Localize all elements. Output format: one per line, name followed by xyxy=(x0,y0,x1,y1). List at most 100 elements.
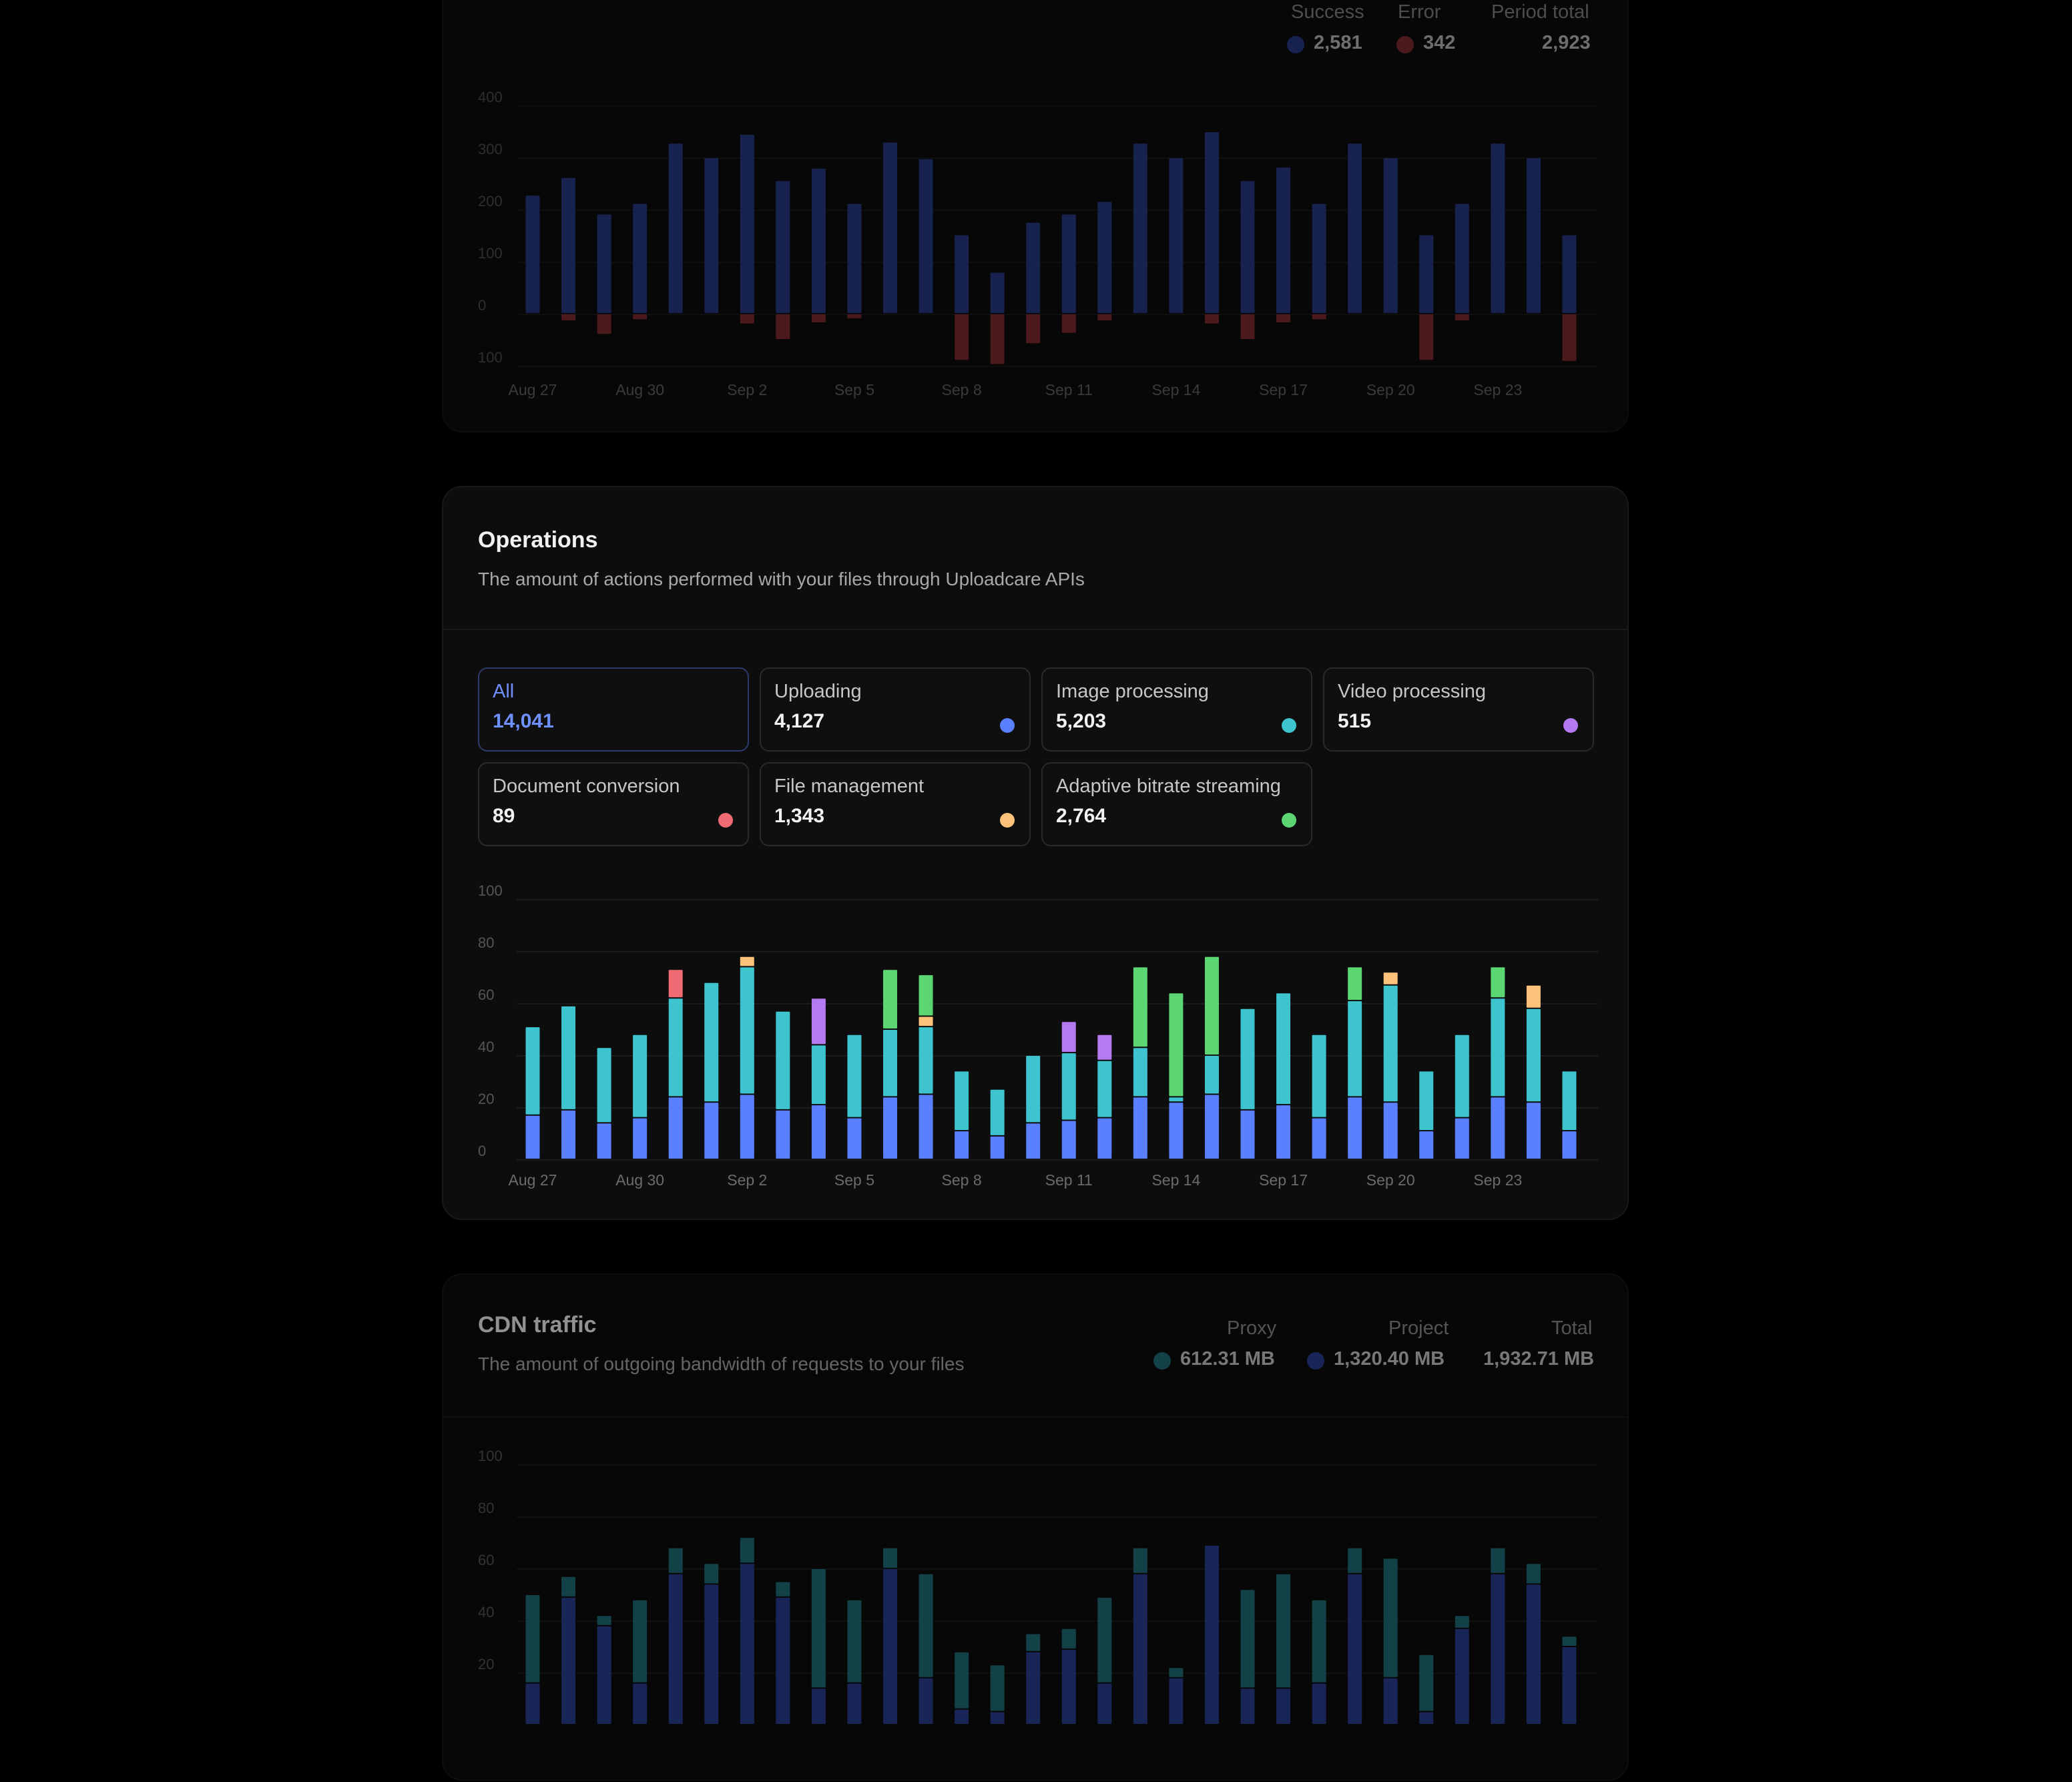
bar-project[interactable] xyxy=(1133,1574,1147,1724)
bar-success[interactable] xyxy=(776,181,790,313)
bar-uploading[interactable] xyxy=(883,1097,897,1159)
bar-proxy[interactable] xyxy=(1491,1548,1505,1573)
bar-uploading[interactable] xyxy=(1097,1118,1112,1159)
bar-success[interactable] xyxy=(1133,143,1147,313)
bar-uploading[interactable] xyxy=(1491,1097,1505,1159)
bar-image-processing[interactable] xyxy=(776,1011,790,1109)
bar-image-processing[interactable] xyxy=(633,1034,648,1117)
bar-image-processing[interactable] xyxy=(955,1071,969,1131)
bar-error[interactable] xyxy=(1061,314,1076,333)
tile-uploading[interactable]: Uploading 4,127 xyxy=(760,667,1031,752)
bar-image-processing[interactable] xyxy=(1097,1061,1112,1117)
tile-document-conversion[interactable]: Document conversion 89 xyxy=(478,762,749,846)
bar-success[interactable] xyxy=(990,272,1005,313)
bar-success[interactable] xyxy=(1526,158,1541,313)
bar-project[interactable] xyxy=(1455,1628,1469,1724)
bar-proxy[interactable] xyxy=(919,1574,933,1677)
bar-project[interactable] xyxy=(1169,1678,1184,1724)
bar-success[interactable] xyxy=(1169,158,1184,313)
bar-image-processing[interactable] xyxy=(597,1048,611,1123)
bar-project[interactable] xyxy=(1240,1689,1255,1724)
bar-error[interactable] xyxy=(990,314,1005,364)
bar-proxy[interactable] xyxy=(1240,1590,1255,1688)
bar-success[interactable] xyxy=(668,143,683,313)
bar-error[interactable] xyxy=(1312,314,1326,320)
bar-error[interactable] xyxy=(1097,314,1112,320)
bar-uploading[interactable] xyxy=(525,1115,540,1159)
bar-success[interactable] xyxy=(1491,143,1505,313)
bar-project[interactable] xyxy=(525,1683,540,1724)
bar-image-processing[interactable] xyxy=(740,967,754,1094)
tile-adaptive-bitrate-streaming[interactable]: Adaptive bitrate streaming 2,764 xyxy=(1041,762,1312,846)
bar-success[interactable] xyxy=(525,196,540,313)
bar-error[interactable] xyxy=(1562,314,1577,361)
bar-proxy[interactable] xyxy=(1169,1668,1184,1677)
bar-uploading[interactable] xyxy=(1026,1123,1041,1159)
bar-project[interactable] xyxy=(1061,1649,1076,1724)
bar-proxy[interactable] xyxy=(1133,1548,1147,1573)
bar-proxy[interactable] xyxy=(776,1582,790,1596)
bar-project[interactable] xyxy=(1419,1712,1434,1725)
bar-proxy[interactable] xyxy=(525,1595,540,1683)
bar-proxy[interactable] xyxy=(1026,1634,1041,1651)
bar-project[interactable] xyxy=(1026,1652,1041,1724)
bar-project[interactable] xyxy=(776,1597,790,1724)
bar-uploading[interactable] xyxy=(847,1118,862,1159)
bar-success[interactable] xyxy=(561,178,576,313)
bar-proxy[interactable] xyxy=(668,1548,683,1573)
bar-proxy[interactable] xyxy=(561,1576,576,1596)
bar-image-processing[interactable] xyxy=(1276,993,1291,1105)
bar-adaptive-bitrate-streaming[interactable] xyxy=(1133,967,1147,1047)
bar-adaptive-bitrate-streaming[interactable] xyxy=(1169,993,1184,1097)
bar-project[interactable] xyxy=(990,1712,1005,1725)
bar-project[interactable] xyxy=(633,1683,648,1724)
bar-project[interactable] xyxy=(740,1564,754,1724)
bar-proxy[interactable] xyxy=(847,1600,862,1683)
bar-proxy[interactable] xyxy=(1348,1548,1362,1573)
bar-project[interactable] xyxy=(668,1574,683,1724)
bar-uploading[interactable] xyxy=(1455,1118,1469,1159)
bar-uploading[interactable] xyxy=(1276,1105,1291,1159)
bar-project[interactable] xyxy=(704,1584,719,1724)
bar-proxy[interactable] xyxy=(1276,1574,1291,1688)
bar-success[interactable] xyxy=(1240,181,1255,313)
bar-image-processing[interactable] xyxy=(1204,1056,1219,1094)
bar-success[interactable] xyxy=(1097,202,1112,313)
bar-proxy[interactable] xyxy=(1383,1558,1398,1677)
bar-project[interactable] xyxy=(1383,1678,1398,1724)
bar-project[interactable] xyxy=(919,1678,933,1724)
bar-error[interactable] xyxy=(1240,314,1255,339)
bar-project[interactable] xyxy=(1348,1574,1362,1724)
bar-proxy[interactable] xyxy=(1097,1597,1112,1683)
bar-success[interactable] xyxy=(1204,132,1219,313)
bar-uploading[interactable] xyxy=(704,1103,719,1159)
bar-success[interactable] xyxy=(740,134,754,313)
bar-uploading[interactable] xyxy=(811,1105,826,1159)
tile-video-processing[interactable]: Video processing 515 xyxy=(1323,667,1594,752)
bar-uploading[interactable] xyxy=(1419,1131,1434,1159)
bar-error[interactable] xyxy=(1204,314,1219,324)
bar-proxy[interactable] xyxy=(883,1548,897,1568)
bar-image-processing[interactable] xyxy=(1169,1097,1184,1102)
bar-document-conversion[interactable] xyxy=(668,970,683,998)
bar-image-processing[interactable] xyxy=(1312,1034,1326,1117)
bar-uploading[interactable] xyxy=(1061,1121,1076,1159)
tile-all[interactable]: All 14,041 xyxy=(478,667,749,752)
bar-proxy[interactable] xyxy=(955,1652,969,1709)
bar-image-processing[interactable] xyxy=(990,1089,1005,1135)
bar-success[interactable] xyxy=(1562,235,1577,313)
bar-uploading[interactable] xyxy=(1169,1103,1184,1159)
bar-project[interactable] xyxy=(1276,1689,1291,1724)
bar-image-processing[interactable] xyxy=(668,998,683,1097)
bar-image-processing[interactable] xyxy=(1526,1008,1541,1102)
bar-image-processing[interactable] xyxy=(1383,985,1398,1102)
bar-adaptive-bitrate-streaming[interactable] xyxy=(919,975,933,1016)
tile-file-management[interactable]: File management 1,343 xyxy=(760,762,1031,846)
bar-image-processing[interactable] xyxy=(704,982,719,1102)
bar-image-processing[interactable] xyxy=(1133,1048,1147,1097)
bar-file-management[interactable] xyxy=(919,1016,933,1026)
bar-image-processing[interactable] xyxy=(1419,1071,1434,1131)
bar-project[interactable] xyxy=(1097,1683,1112,1724)
bar-proxy[interactable] xyxy=(704,1564,719,1584)
bar-error[interactable] xyxy=(597,314,611,334)
